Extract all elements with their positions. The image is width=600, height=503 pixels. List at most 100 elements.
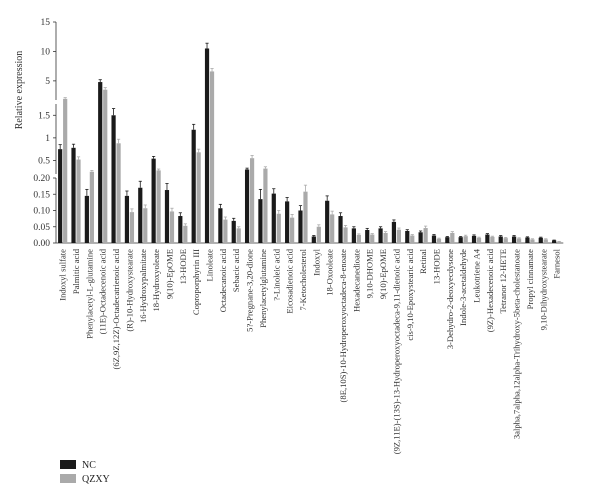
bar-qzxy xyxy=(383,232,388,243)
category-label: Phenylacetylglutamine xyxy=(258,249,268,328)
bar-nc xyxy=(124,195,130,244)
bar-nc xyxy=(552,240,557,243)
category-label: Propyl cinnamate xyxy=(525,249,535,310)
bar-nc xyxy=(485,234,490,243)
y-tick-label: 0.10 xyxy=(33,207,50,217)
bar-nc xyxy=(498,236,503,243)
bar-qzxy xyxy=(356,234,361,244)
bar-nc xyxy=(458,237,463,243)
bar-nc xyxy=(445,237,450,243)
bar-nc xyxy=(298,210,303,243)
category-label: 13-HODE xyxy=(431,249,441,284)
y-tick-label: 0.20 xyxy=(33,174,50,184)
y-tick-label: 10 xyxy=(41,48,51,58)
bar-qzxy xyxy=(196,152,201,243)
bar-qzxy xyxy=(436,238,442,243)
category-label: Octadecanoic acid xyxy=(218,248,228,312)
bar-qzxy xyxy=(343,227,348,243)
bar-qzxy xyxy=(236,228,241,244)
category-label: Phenylacetyl-L-glutamine xyxy=(84,249,94,339)
category-label: (11E)-Octadecenoic acid xyxy=(98,248,108,334)
category-label: Hexadecanedioate xyxy=(351,249,361,312)
bar-nc xyxy=(164,190,170,243)
category-label: 16-Hydroxypalmitate xyxy=(138,249,148,323)
category-label: (6Z,9Z,12Z)-Octadecatrienoic acid xyxy=(111,248,121,369)
bar-nc xyxy=(218,208,223,243)
axes: 0.00 0.05 0.10 0.15 0.20 0.5 1 1.5 5 10 15 xyxy=(33,18,564,249)
bar-nc xyxy=(391,221,397,244)
bar-qzxy xyxy=(156,170,161,243)
legend-label: NC xyxy=(82,460,96,471)
bar-nc xyxy=(231,220,236,243)
bar-qzxy xyxy=(129,212,135,244)
bar-qzxy xyxy=(290,217,295,243)
bar-qzxy xyxy=(396,229,402,243)
bar-nc xyxy=(71,147,76,243)
bar-nc xyxy=(285,201,290,243)
bar-qzxy xyxy=(143,208,148,243)
bar-nc xyxy=(525,237,530,243)
bar-nc xyxy=(98,82,103,243)
bar-nc xyxy=(244,169,250,243)
bar-nc xyxy=(365,230,370,243)
bar-qzxy xyxy=(209,71,215,243)
category-label: Tetranor 12-HETE xyxy=(498,249,508,314)
category-label: (9Z,11E)-(13S)-13-Hydroperoxyoctadeca-9,… xyxy=(391,248,401,454)
bar-nc xyxy=(58,149,63,243)
bar-nc xyxy=(351,228,356,244)
bar-nc xyxy=(471,235,477,243)
bar-qzxy xyxy=(183,225,188,243)
bar-qzxy xyxy=(76,159,81,243)
y-axis-label: Relative expression xyxy=(14,51,25,130)
bar-qzxy xyxy=(263,168,268,243)
bar-nc xyxy=(258,199,263,244)
bar-qzxy xyxy=(169,211,175,243)
bar-nc xyxy=(311,236,316,243)
category-label: (8E,10S)-10-Hydroperoxyoctadeca-8-enoate xyxy=(338,249,348,403)
bar-qzxy xyxy=(516,238,522,243)
category-label: Retinal xyxy=(418,248,428,273)
bar-nc xyxy=(138,187,143,243)
bar-nc xyxy=(325,200,330,243)
category-label: (R)-10-Hydroxystearate xyxy=(124,249,134,332)
y-tick-label: 0.00 xyxy=(33,239,50,249)
category-label: Leukotriene A4 xyxy=(472,248,482,302)
legend-swatch xyxy=(60,460,76,469)
bars xyxy=(58,42,562,244)
bar-nc xyxy=(405,230,410,243)
category-label: 9(10)-EpOME xyxy=(164,249,174,299)
bar-qzxy xyxy=(276,213,281,243)
bar-nc xyxy=(191,129,196,243)
bar-qzxy xyxy=(490,236,495,243)
y-tick-label: 1 xyxy=(45,134,50,144)
bar-qzxy xyxy=(450,232,455,243)
bar-qzxy xyxy=(410,235,415,243)
y-tick-label: 0.05 xyxy=(33,223,50,233)
bar-qzxy xyxy=(330,214,335,243)
bar-qzxy xyxy=(63,98,68,243)
category-label: 9,10-Dihydroxystearate xyxy=(538,249,548,331)
bar-qzxy xyxy=(303,191,308,243)
bar-qzxy xyxy=(249,158,255,243)
category-label: 18-Hydroxyoleate xyxy=(151,249,161,312)
bar-qzxy xyxy=(103,89,108,243)
bar-qzxy xyxy=(543,239,548,243)
bar-nc xyxy=(431,235,437,243)
bar-nc xyxy=(84,195,89,244)
y-tick-label: 0.15 xyxy=(33,190,50,200)
y-tick-label: 1.5 xyxy=(38,111,50,121)
category-label: 3alpha,7alpha,12alpha-Trihydroxy-5beta-c… xyxy=(512,249,522,439)
y-tick-label: 5 xyxy=(45,77,50,87)
bar-nc xyxy=(271,193,276,243)
bar-nc xyxy=(338,216,343,243)
category-label: 7-Ketocholesterol xyxy=(298,248,308,310)
category-label: Eicosadienoic acid xyxy=(285,248,295,313)
y-tick-label: 0.5 xyxy=(38,157,50,167)
category-label: (9Z)-Hexadecenoic acid xyxy=(485,248,495,332)
bar-qzxy xyxy=(463,236,468,243)
category-label: Farnesol xyxy=(552,248,562,278)
bar-nc xyxy=(151,158,156,243)
category-label: cis-9,10-Epoxystearic acid xyxy=(405,248,415,340)
bar-qzxy xyxy=(503,238,508,244)
